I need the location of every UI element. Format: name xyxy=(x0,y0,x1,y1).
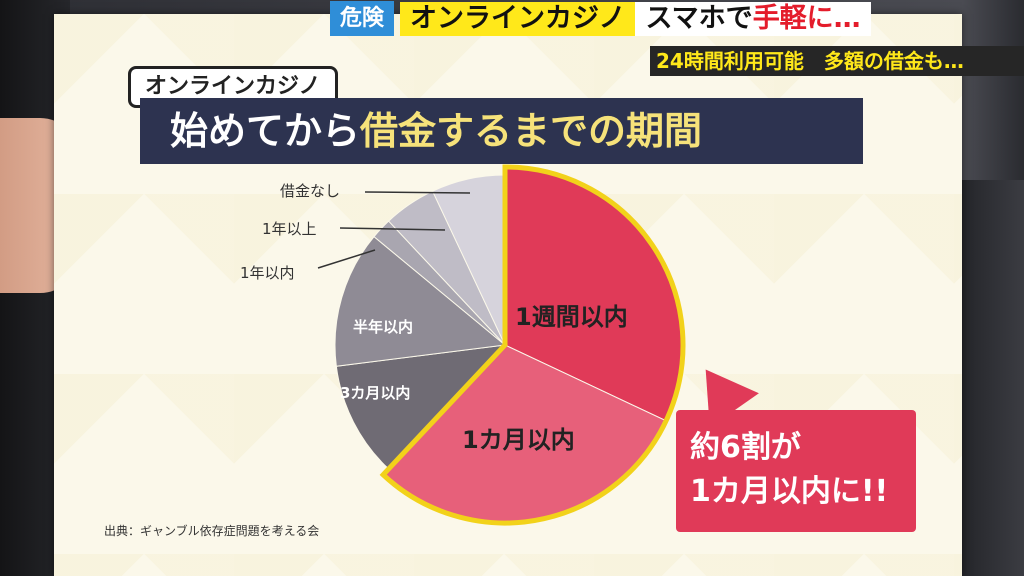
slice-label-within-1-year: 1年以内 xyxy=(240,264,295,282)
ticker-tag: 危険 xyxy=(330,1,395,36)
leader-line-0 xyxy=(364,191,471,194)
ticker-rest-red: 手軽に… xyxy=(752,2,861,34)
pie-slice-within-3-months xyxy=(335,344,507,470)
slice-label-within-3-months: 3カ月以内 xyxy=(340,384,411,402)
news-ticker: 危険 オンラインカジノ スマホで手軽に… xyxy=(330,0,871,37)
callout-line1: 約6割が xyxy=(690,430,801,465)
slice-label-within-half-year: 半年以内 xyxy=(353,318,414,336)
pie-slice-within-half-year xyxy=(334,235,507,367)
source-note: 出典：ギャンブル依存症問題を考える会 xyxy=(104,524,320,538)
ticker-main: オンラインカジノ xyxy=(400,1,636,36)
slice-label-within-1-month: 1カ月以内 xyxy=(462,426,575,454)
chart-title: 始めてから借金するまでの期間 xyxy=(140,98,863,164)
ticker-rest-plain: スマホで xyxy=(645,2,753,34)
leader-line-2 xyxy=(317,249,376,269)
callout-line2: 1カ月以内に!! xyxy=(690,474,889,509)
slice-label-within-1-week: 1週間以内 xyxy=(515,303,628,331)
leader-line-1 xyxy=(339,227,446,231)
highlight-outline xyxy=(379,164,686,526)
callout-box: 約6割が 1カ月以内に!! xyxy=(676,410,916,532)
title-highlight: 借金するまでの期間 xyxy=(360,109,703,153)
slice-label-over-1-year: 1年以上 xyxy=(262,220,317,238)
title-plain: 始めてから xyxy=(170,109,361,153)
ticker-rest: スマホで手軽に… xyxy=(635,1,871,36)
sub-ticker: 24時間利用可能 多額の借金も… xyxy=(650,46,1024,76)
slice-label-no-debt: 借金なし xyxy=(280,182,341,200)
